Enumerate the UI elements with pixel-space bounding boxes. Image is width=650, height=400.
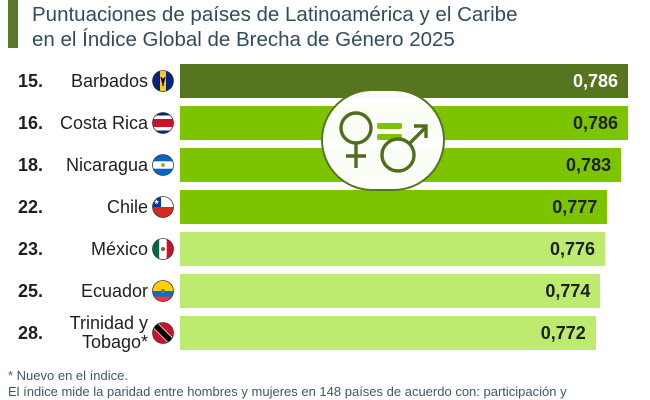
costa-rica-flag-icon — [152, 112, 174, 134]
bar — [180, 232, 605, 266]
value-label: 0,786 — [572, 113, 618, 133]
chart-title: Puntuaciones de países de Latinoamérica … — [32, 2, 517, 52]
chart-title-line: Puntuaciones de países de Latinoamérica … — [32, 3, 518, 26]
value-label: 0,783 — [566, 155, 612, 175]
bar — [180, 274, 601, 308]
bar-row: 28. Trinidad y Tobago* 0,772 — [0, 313, 650, 352]
bar-row: 25. Ecuador 0,774 — [0, 274, 650, 308]
chile-flag-icon — [152, 196, 174, 218]
value-label: 0,777 — [552, 197, 598, 217]
barbados-flag-icon — [152, 70, 174, 92]
country-label: México — [90, 238, 148, 259]
country-label: Barbados — [70, 70, 148, 91]
bar-row: 23. México 0,776 — [0, 232, 650, 266]
value-label: 0,786 — [572, 71, 618, 91]
country-label: Chile — [106, 196, 148, 217]
country-label-line: Tobago* — [81, 332, 148, 352]
rank-label: 15. — [18, 71, 44, 91]
country-label: Ecuador — [80, 280, 148, 301]
title-accent-bar — [8, 0, 18, 48]
mexico-flag-icon — [152, 238, 174, 260]
rank-label: 25. — [18, 281, 44, 301]
ecuador-flag-icon — [152, 280, 174, 302]
footnote-method: El índice mide la paridad entre hombres … — [8, 384, 567, 399]
trinidad-tobago-flag-icon — [152, 322, 174, 344]
bar — [180, 316, 596, 350]
footnote-new: * Nuevo en el índice. — [8, 368, 128, 383]
gender-equality-icon — [321, 89, 445, 191]
value-label: 0,776 — [549, 239, 595, 259]
rank-label: 22. — [18, 197, 44, 217]
country-label-line: Trinidad y — [69, 313, 148, 333]
bar-row: 22. Chile 0,777 — [0, 190, 650, 224]
rank-label: 16. — [18, 113, 44, 133]
value-label: 0,772 — [540, 323, 586, 343]
chart-title-line: en el Índice Global de Brecha de Género … — [32, 28, 455, 51]
rank-label: 23. — [18, 239, 44, 259]
bar — [180, 190, 608, 224]
rank-label: 18. — [18, 155, 44, 175]
bar-chart: 15. Barbados 0,786 16. Costa Rica 0,786 18. Nic… — [0, 64, 650, 358]
value-label: 0,774 — [545, 281, 591, 301]
rank-label: 28. — [18, 323, 44, 343]
country-label: Costa Rica — [59, 112, 148, 133]
country-label: Nicaragua — [65, 154, 148, 175]
country-label: Trinidad y Tobago* — [69, 313, 148, 352]
nicaragua-flag-icon — [152, 154, 174, 176]
